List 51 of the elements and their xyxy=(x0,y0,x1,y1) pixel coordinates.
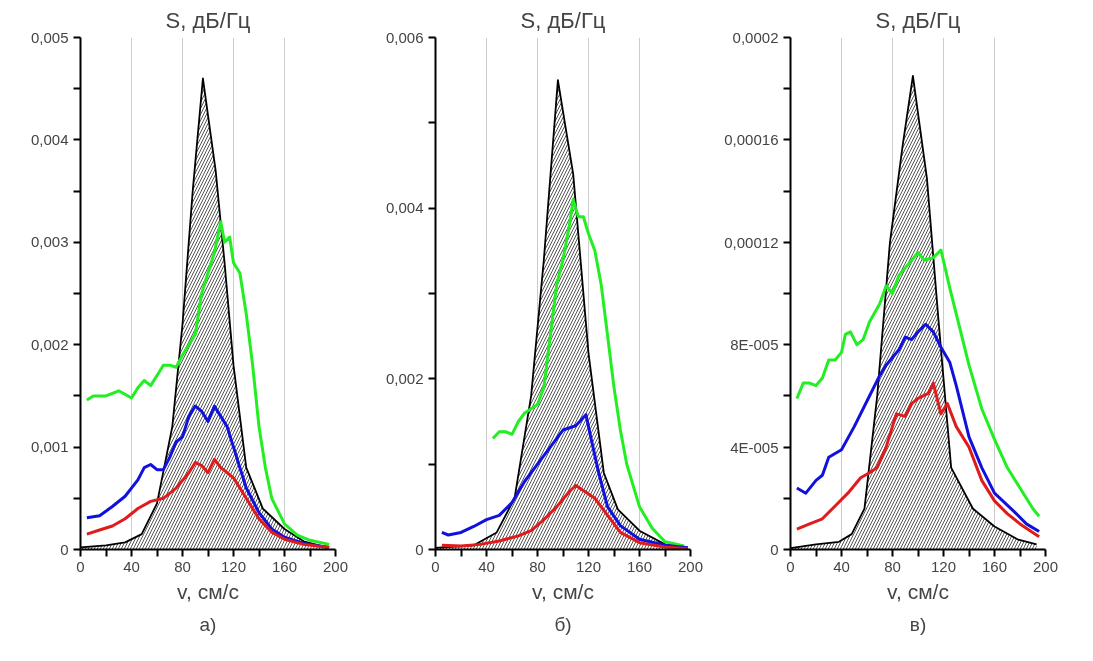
x-axis-title: v, см/с xyxy=(177,579,239,603)
line-series xyxy=(795,381,1041,539)
line-series xyxy=(85,457,331,549)
text: а) xyxy=(199,613,217,635)
y-tick-label: 4E-005 xyxy=(730,438,779,456)
x-tick-label: 120 xyxy=(930,557,957,575)
line-series xyxy=(795,248,1041,518)
text: в) xyxy=(909,613,927,635)
chart-title: S, дБ/Гц xyxy=(520,7,606,33)
y-tick-label: 0,004 xyxy=(30,130,69,148)
y-tick-label: 0,004 xyxy=(385,199,424,217)
y-tick-label: 8E-005 xyxy=(730,336,779,354)
line-series xyxy=(440,413,690,550)
y-tick-label: 0,001 xyxy=(30,438,69,456)
x-tick-label: 0 xyxy=(431,557,440,575)
y-tick-label: 0,006 xyxy=(385,28,424,46)
y-tick-label: 0,0002 xyxy=(732,29,779,46)
x-axis-title: v, см/с xyxy=(532,579,594,603)
x-tick-label: 160 xyxy=(626,557,653,575)
x-tick-label: 80 xyxy=(529,557,546,575)
x-tick-label: 120 xyxy=(220,557,247,575)
x-tick-label: 0 xyxy=(76,557,85,575)
x-tick-label: 160 xyxy=(981,557,1008,575)
y-tick-label: 0,00012 xyxy=(724,233,779,251)
line-series xyxy=(440,484,690,550)
chart-title: S, дБ/Гц xyxy=(165,7,251,33)
x-tick-label: 160 xyxy=(271,557,298,575)
x-tick-label: 200 xyxy=(677,557,704,575)
y-tick-label: 0,005 xyxy=(30,28,69,46)
x-axis-title: v, см/с xyxy=(887,579,949,603)
x-tick-label: 120 xyxy=(575,557,602,575)
y-tick-label: 0 xyxy=(60,540,69,558)
x-tick-label: 40 xyxy=(123,557,140,575)
line-series xyxy=(795,322,1041,534)
chart-title: S, дБ/Гц xyxy=(875,7,961,33)
x-tick-label: 40 xyxy=(833,557,850,575)
y-tick-label: 0,00016 xyxy=(724,131,779,149)
x-tick-label: 80 xyxy=(174,557,191,575)
x-tick-label: 40 xyxy=(478,557,495,575)
y-tick-label: 0 xyxy=(415,540,424,558)
x-tick-label: 200 xyxy=(1032,557,1059,575)
y-tick-label: 0,003 xyxy=(30,233,69,251)
y-tick-label: 0,002 xyxy=(385,369,424,387)
y-tick-label: 0 xyxy=(770,541,779,558)
y-tick-label: 0,002 xyxy=(30,335,69,353)
x-tick-label: 0 xyxy=(786,557,795,575)
x-tick-label: 80 xyxy=(884,557,901,575)
x-tick-label: 200 xyxy=(322,557,349,575)
line-series xyxy=(491,198,686,548)
text: б) xyxy=(554,613,572,635)
line-series xyxy=(85,220,331,546)
